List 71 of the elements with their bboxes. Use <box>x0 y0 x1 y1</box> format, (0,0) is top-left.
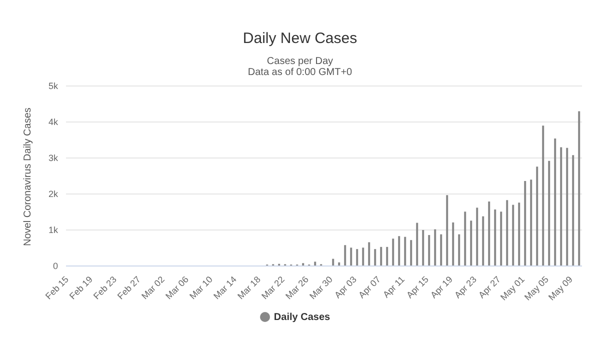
bar <box>422 230 424 266</box>
text: Data as of 0:00 GMT+0 <box>246 67 354 78</box>
bar <box>566 148 568 266</box>
bar <box>410 240 412 266</box>
y-tick-label: 1k <box>48 225 58 236</box>
x-tick-label: Apr 23 <box>452 274 478 300</box>
bar <box>524 181 526 266</box>
x-tick-label: Mar 02 <box>140 274 166 302</box>
bar <box>350 248 352 266</box>
bar <box>386 246 388 266</box>
x-tick-label: Mar 10 <box>188 274 214 302</box>
bar <box>470 220 472 266</box>
x-tick-label: Mar 06 <box>164 274 190 302</box>
x-tick-label: Apr 07 <box>356 274 382 300</box>
x-tick-label: Apr 19 <box>428 274 454 300</box>
bar <box>560 147 562 266</box>
x-tick-label: Mar 14 <box>212 274 238 302</box>
bar <box>314 262 316 266</box>
legend-label: Daily Cases <box>274 312 330 323</box>
bar <box>548 160 550 266</box>
bar <box>332 258 334 266</box>
y-tick-label: 0 <box>52 261 58 272</box>
bar <box>452 222 454 266</box>
bar <box>374 249 376 266</box>
bar <box>434 229 436 266</box>
bar <box>362 248 364 266</box>
bar <box>458 234 460 266</box>
bar <box>536 166 538 266</box>
bar <box>488 202 490 266</box>
x-tick-label: Feb 27 <box>116 274 142 302</box>
x-tick-label: Feb 19 <box>68 274 94 302</box>
chart-title: Daily New Cases <box>242 29 358 49</box>
x-tick-label: Apr 03 <box>332 274 358 300</box>
x-tick-label: Mar 30 <box>308 274 334 302</box>
bar <box>572 155 574 266</box>
bar <box>446 195 448 266</box>
x-tick-label: Mar 26 <box>284 274 310 302</box>
bar <box>530 180 532 266</box>
y-tick-label: 4k <box>48 117 58 128</box>
y-axis-title: Novel Coronavirus Daily Cases <box>22 108 34 246</box>
y-tick-label: 5k <box>48 81 58 92</box>
bar <box>542 126 544 266</box>
bar <box>404 236 406 266</box>
chart-subtitle: Cases per Day <box>266 56 334 67</box>
bar <box>380 246 382 266</box>
bar <box>464 212 466 266</box>
bar <box>554 138 556 266</box>
x-tick-label: Apr 11 <box>381 274 406 300</box>
x-tick-label: Mar 18 <box>236 274 262 302</box>
bar <box>518 202 520 266</box>
bar <box>500 212 502 266</box>
bar <box>494 209 496 266</box>
bar <box>428 235 430 266</box>
x-tick-label: Mar 22 <box>260 274 286 302</box>
bar <box>416 222 418 266</box>
y-tick-label: 3k <box>48 153 58 164</box>
bar <box>512 204 514 266</box>
y-tick-label: 2k <box>48 189 58 200</box>
bar <box>356 249 358 266</box>
bar <box>392 238 394 266</box>
x-tick-label: Feb 23 <box>92 274 118 302</box>
x-tick-label: Feb 15 <box>44 274 70 302</box>
bar <box>368 242 370 266</box>
bar <box>398 236 400 266</box>
bar <box>506 200 508 266</box>
bar <box>482 216 484 266</box>
bar <box>578 111 580 266</box>
bar <box>440 234 442 266</box>
bar <box>476 208 478 266</box>
bar <box>344 245 346 266</box>
x-tick-label: Apr 15 <box>404 274 430 300</box>
